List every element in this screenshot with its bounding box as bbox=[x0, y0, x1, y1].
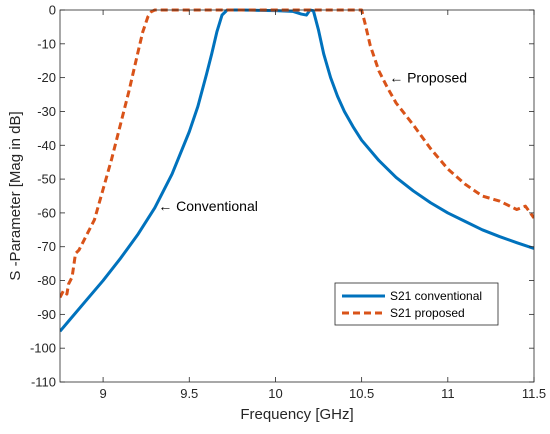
x-tick-label: 10 bbox=[268, 386, 282, 401]
x-axis-label: Frequency [GHz] bbox=[240, 406, 353, 423]
y-axis-label: S -Parameter [Mag in dB] bbox=[7, 111, 24, 280]
y-tick-label: -40 bbox=[37, 138, 56, 153]
annotation-conventional: ← Conventional bbox=[158, 198, 258, 214]
legend: S21 conventional S21 proposed bbox=[334, 282, 499, 326]
y-tick-label: -60 bbox=[37, 205, 56, 220]
x-axis: 9 9.5 10 10.5 11 11.5 bbox=[99, 10, 546, 401]
y-tick-label: -50 bbox=[37, 172, 56, 187]
legend-label-proposed: S21 proposed bbox=[390, 306, 465, 320]
y-tick-label: 0 bbox=[49, 3, 56, 18]
series-layer bbox=[60, 8, 534, 333]
x-tick-label: 9.5 bbox=[180, 386, 198, 401]
y-tick-label: -110 bbox=[31, 375, 56, 390]
annotation-proposed: ← Proposed bbox=[389, 70, 467, 86]
y-tick-label: -10 bbox=[37, 36, 56, 51]
plot-area bbox=[59, 8, 535, 383]
x-tick-label: 11 bbox=[441, 386, 455, 401]
series-line-conventional bbox=[60, 8, 534, 333]
series-line-proposed bbox=[60, 8, 534, 299]
x-tick-label: 11.5 bbox=[522, 386, 546, 401]
y-tick-label: -90 bbox=[37, 307, 56, 322]
legend-label-conventional: S21 conventional bbox=[390, 289, 482, 303]
x-tick-label: 9 bbox=[99, 386, 106, 401]
y-axis: 0 -10 -20 -30 -40 -50 -60 -70 -80 -90 -100 -110 bbox=[30, 3, 534, 390]
x-tick-label: 10.5 bbox=[349, 386, 374, 401]
annotations: ← Conventional ← Proposed bbox=[158, 70, 467, 215]
y-tick-label: -70 bbox=[37, 239, 56, 254]
plot-frame bbox=[59, 9, 535, 383]
y-tick-label: -100 bbox=[30, 341, 56, 356]
legend-box bbox=[334, 282, 499, 326]
plot-background bbox=[60, 10, 534, 382]
y-tick-label: -20 bbox=[37, 70, 56, 85]
y-tick-label: -80 bbox=[37, 273, 56, 288]
y-tick-label: -30 bbox=[37, 104, 56, 119]
